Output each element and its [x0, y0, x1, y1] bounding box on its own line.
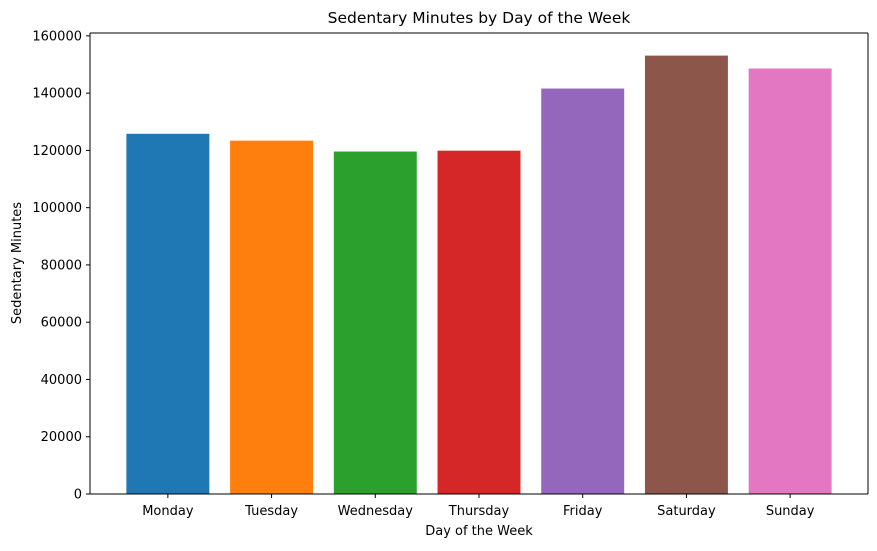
y-tick-label: 0 — [74, 488, 82, 503]
x-tick-label: Thursday — [448, 504, 510, 519]
bar-monday — [126, 133, 210, 494]
bar-thursday — [437, 150, 521, 495]
y-tick-label: 80000 — [41, 258, 82, 273]
y-axis-label: Sedentary Minutes — [10, 202, 25, 324]
x-tick-label: Saturday — [657, 504, 716, 519]
x-tick-label: Tuesday — [244, 504, 298, 519]
y-tick-label: 100000 — [32, 201, 82, 216]
bar-saturday — [644, 55, 728, 495]
chart-title: Sedentary Minutes by Day of the Week — [328, 9, 631, 27]
bars-layer — [126, 55, 832, 495]
bar-tuesday — [230, 140, 314, 494]
ticks-layer: Monday Tuesday Wednesday Thursday Friday Satu… — [32, 29, 814, 519]
y-tick-label: 60000 — [41, 316, 82, 331]
y-tick-label: 140000 — [32, 87, 82, 102]
x-tick-label: Wednesday — [338, 504, 414, 519]
bar-friday — [541, 88, 625, 494]
y-tick-label: 120000 — [32, 144, 82, 159]
x-tick-label: Friday — [563, 504, 603, 519]
y-tick-label: 160000 — [32, 29, 82, 44]
y-tick-label: 20000 — [41, 430, 82, 445]
x-tick-label: Sunday — [766, 504, 815, 519]
bar-sunday — [748, 68, 832, 495]
x-axis-label: Day of the Week — [425, 524, 533, 539]
x-tick-label: Monday — [142, 504, 194, 519]
y-tick-label: 40000 — [41, 373, 82, 388]
bar-wednesday — [333, 151, 417, 495]
